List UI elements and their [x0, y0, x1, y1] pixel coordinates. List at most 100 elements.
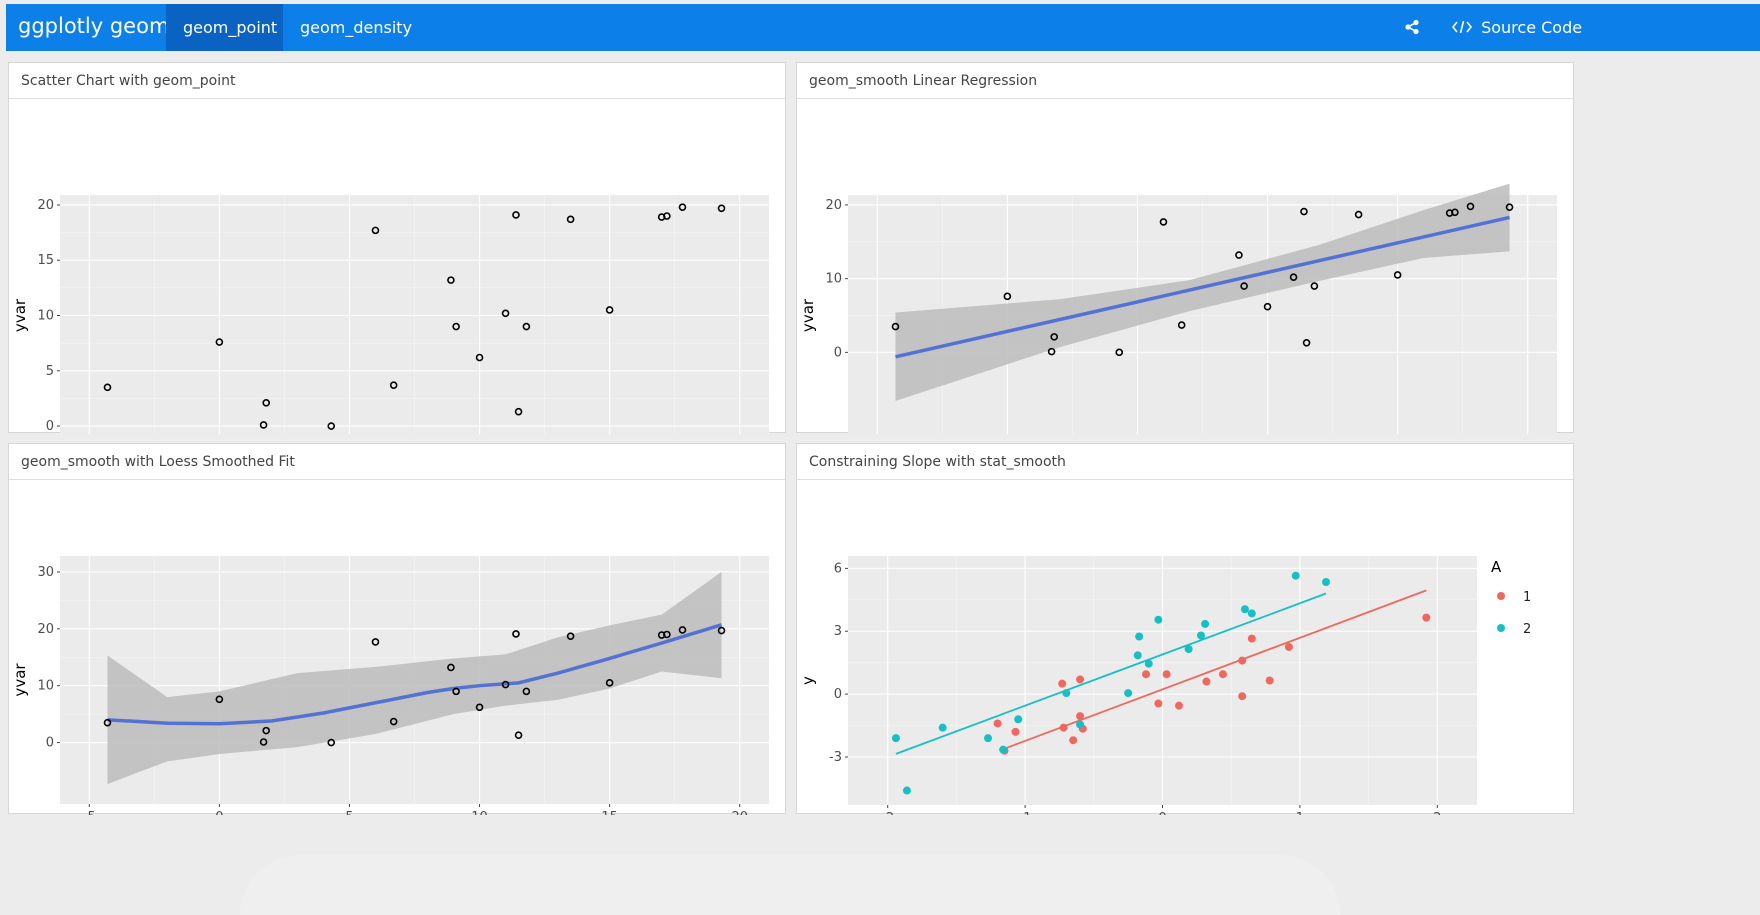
- data-point: [452, 687, 460, 696]
- fit-line: [107, 623, 723, 726]
- data-point: [512, 630, 520, 638]
- data-point: [1284, 642, 1293, 651]
- data-point: [984, 734, 993, 743]
- data-point: [1076, 712, 1085, 721]
- data-point: [1115, 348, 1124, 357]
- legend-key: [1497, 624, 1505, 632]
- bottom-overlay: [240, 855, 1340, 915]
- data-point: [1154, 615, 1163, 624]
- tab-geom-density[interactable]: geom_density: [300, 18, 413, 37]
- data-point: [1289, 273, 1298, 281]
- y-tick-label: 0: [834, 687, 842, 702]
- data-point: [447, 663, 455, 672]
- x-tick-label: 5: [345, 810, 353, 815]
- data-point: [1062, 689, 1071, 698]
- y-tick-label: 20: [825, 198, 842, 213]
- x-tick-label: 10: [471, 810, 488, 815]
- data-point: [605, 679, 614, 687]
- panel-linear-regression: geom_smooth Linear Regression -505101520…: [796, 62, 1574, 434]
- panel-title: geom_smooth with Loess Smoothed Fit: [9, 444, 785, 480]
- tab-geom-point[interactable]: geom_point: [166, 4, 283, 51]
- data-point: [1300, 207, 1308, 216]
- data-point: [1202, 677, 1211, 686]
- panel-title: geom_smooth Linear Regression: [797, 63, 1573, 99]
- y-tick-label: 5: [46, 364, 54, 379]
- y-tick-label: 20: [37, 622, 54, 637]
- y-tick-label: 20: [37, 198, 54, 213]
- confidence-band: [895, 183, 1510, 401]
- data-point: [501, 680, 510, 689]
- data-point: [1201, 619, 1210, 628]
- data-point: [605, 306, 614, 314]
- data-point: [717, 626, 726, 635]
- data-point: [566, 632, 575, 641]
- data-point: [1076, 720, 1085, 729]
- legend-label: 1: [1523, 590, 1531, 605]
- legend-key: [1497, 592, 1505, 600]
- data-point: [1177, 321, 1186, 329]
- data-point: [371, 638, 380, 646]
- data-point: [1069, 736, 1078, 745]
- data-point: [1154, 699, 1163, 708]
- x-tick-label: 0: [1158, 811, 1166, 815]
- x-tick-label: -1: [1019, 811, 1032, 815]
- x-tick-label: -2: [881, 811, 894, 815]
- data-point: [327, 738, 336, 747]
- series-fit-line: [895, 592, 1327, 755]
- data-point: [1184, 645, 1193, 654]
- data-point: [259, 421, 268, 429]
- x-tick-label: 20: [731, 810, 748, 815]
- data-point: [1135, 632, 1144, 641]
- legend-label: 2: [1523, 622, 1531, 637]
- data-point: [1235, 251, 1243, 259]
- data-point: [1240, 282, 1248, 290]
- data-point: [475, 703, 484, 712]
- data-point: [103, 718, 112, 727]
- data-point: [1144, 659, 1153, 668]
- data-point: [215, 695, 224, 704]
- panel-loess: geom_smooth with Loess Smoothed Fit -5 0 5…: [8, 443, 786, 815]
- y-tick-label: 0: [46, 419, 54, 434]
- data-point: [1011, 727, 1020, 736]
- data-point: [993, 719, 1002, 728]
- data-point: [1050, 333, 1058, 341]
- data-point: [1466, 202, 1475, 211]
- data-point: [902, 786, 911, 795]
- data-point: [514, 731, 523, 739]
- source-code-label: Source Code: [1481, 18, 1583, 37]
- x-tick-label: 15: [601, 810, 618, 815]
- data-point: [1393, 271, 1402, 279]
- app-brand[interactable]: ggplotly geoms: [18, 14, 181, 38]
- data-point: [1322, 577, 1331, 586]
- data-point: [522, 687, 531, 696]
- data-point: [1076, 675, 1085, 684]
- data-point: [103, 383, 112, 392]
- share-icon[interactable]: [1404, 4, 1420, 51]
- x-tick-label: 1: [1296, 811, 1304, 815]
- data-point: [215, 338, 224, 346]
- y-tick-label: 0: [834, 345, 842, 360]
- y-tick-label: 30: [37, 565, 54, 580]
- data-point: [678, 626, 687, 634]
- x-tick-label: -5: [83, 810, 96, 815]
- data-point: [999, 745, 1008, 754]
- data-point: [475, 353, 484, 362]
- data-point: [1014, 715, 1023, 724]
- data-point: [1247, 609, 1256, 618]
- data-point: [259, 738, 268, 746]
- y-tick-label: 6: [834, 561, 842, 576]
- source-code-link[interactable]: Source Code: [1451, 4, 1583, 51]
- data-point: [1505, 203, 1514, 211]
- data-point: [1133, 651, 1142, 660]
- data-point: [262, 726, 270, 735]
- data-point: [1058, 679, 1067, 688]
- data-point: [501, 309, 510, 318]
- data-point: [1003, 292, 1012, 301]
- data-point: [447, 276, 455, 284]
- data-point: [1238, 656, 1247, 665]
- data-point: [1162, 670, 1171, 679]
- panel-title: Scatter Chart with geom_point: [9, 63, 785, 99]
- data-point: [1451, 208, 1459, 217]
- stat-smooth-chart: -2-1012-3036xyA12: [799, 556, 1531, 815]
- data-point: [371, 226, 380, 235]
